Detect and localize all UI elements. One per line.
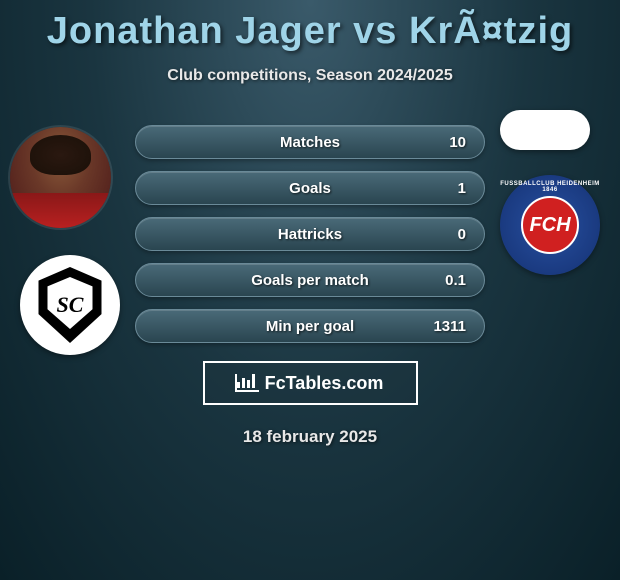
stat-right-value: 0	[458, 226, 466, 243]
stat-right-value: 1311	[433, 318, 466, 335]
stats-list: Matches 10 Goals 1 Hattricks 0 Goals per…	[135, 125, 485, 343]
club-right-badge: FUSSBALLCLUB HEIDENHEIM 1846 FCH	[500, 175, 600, 275]
stat-row-goals: Goals 1	[135, 171, 485, 205]
stat-label: Hattricks	[278, 226, 342, 243]
stat-label: Goals per match	[251, 272, 369, 289]
stat-label: Matches	[280, 134, 340, 151]
player-right-avatar	[500, 110, 590, 150]
stat-right-value: 0.1	[445, 272, 466, 289]
player-left-avatar	[8, 125, 113, 230]
bar-chart-icon	[237, 374, 259, 392]
stat-row-min-per-goal: Min per goal 1311	[135, 309, 485, 343]
stat-right-value: 10	[449, 134, 466, 151]
brand-text: FcTables.com	[265, 373, 384, 394]
sc-freiburg-crest-icon	[35, 267, 105, 343]
stat-label: Goals	[289, 180, 331, 197]
club-right-ring-text: FUSSBALLCLUB HEIDENHEIM 1846	[500, 181, 600, 193]
content-area: FUSSBALLCLUB HEIDENHEIM 1846 FCH Matches…	[0, 125, 620, 447]
stat-label: Min per goal	[266, 318, 354, 335]
stat-row-goals-per-match: Goals per match 0.1	[135, 263, 485, 297]
stat-right-value: 1	[458, 180, 466, 197]
comparison-title: Jonathan Jager vs KrÃ¤tzig	[0, 0, 620, 53]
fch-crest-icon: FCH	[521, 196, 579, 254]
brand-box[interactable]: FcTables.com	[203, 361, 418, 405]
player-left-photo	[10, 127, 111, 228]
stat-row-matches: Matches 10	[135, 125, 485, 159]
stat-row-hattricks: Hattricks 0	[135, 217, 485, 251]
comparison-subtitle: Club competitions, Season 2024/2025	[0, 67, 620, 85]
club-left-badge	[20, 255, 120, 355]
date-label: 18 february 2025	[0, 427, 620, 447]
